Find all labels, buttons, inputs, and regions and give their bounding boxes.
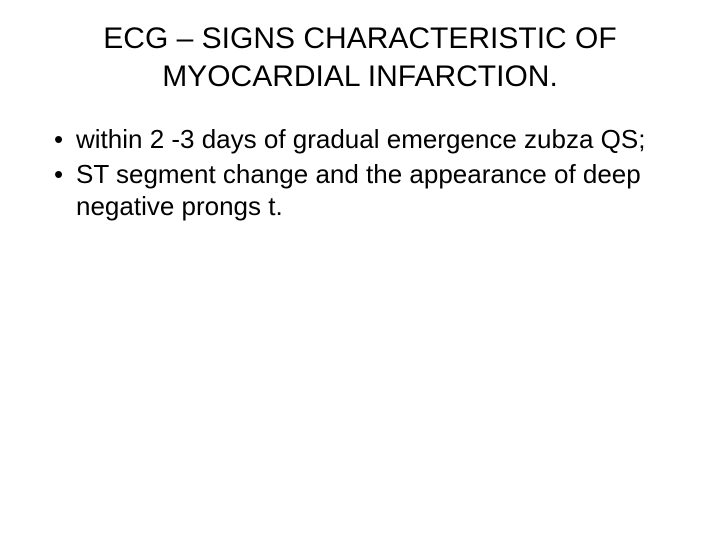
bullet-text: ST segment change and the appearance of … [76, 158, 680, 223]
bullet-list: • within 2 -3 days of gradual emergence … [40, 123, 680, 223]
list-item: • within 2 -3 days of gradual emergence … [54, 123, 680, 156]
bullet-marker-icon: • [54, 123, 76, 156]
slide-title: ECG – SIGNS CHARACTERISTIC OF MYOCARDIAL… [40, 20, 680, 95]
bullet-text: within 2 -3 days of gradual emergence zu… [76, 123, 680, 156]
list-item: • ST segment change and the appearance o… [54, 158, 680, 223]
bullet-marker-icon: • [54, 158, 76, 191]
